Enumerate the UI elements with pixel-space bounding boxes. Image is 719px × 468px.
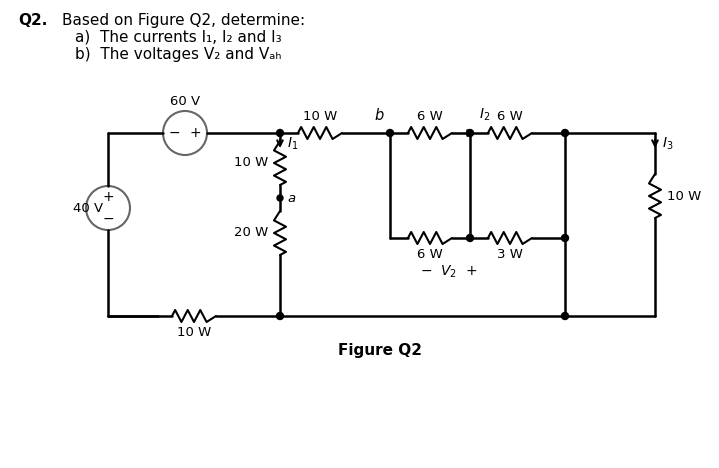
Text: 10 W: 10 W xyxy=(234,156,268,169)
Circle shape xyxy=(277,195,283,201)
Text: 6 W: 6 W xyxy=(417,110,443,123)
Text: Figure Q2: Figure Q2 xyxy=(338,343,422,358)
Text: 20 W: 20 W xyxy=(234,227,268,240)
Text: Based on Figure Q2, determine:: Based on Figure Q2, determine: xyxy=(62,13,305,28)
Circle shape xyxy=(467,234,474,241)
Text: 60 V: 60 V xyxy=(170,95,200,108)
Circle shape xyxy=(467,130,474,137)
Text: 6 W: 6 W xyxy=(417,248,443,261)
Text: 10 W: 10 W xyxy=(303,110,337,123)
Text: $I_3$: $I_3$ xyxy=(662,136,674,152)
Circle shape xyxy=(562,313,569,320)
Text: −: − xyxy=(168,126,180,140)
Text: $b$: $b$ xyxy=(375,107,385,123)
Circle shape xyxy=(277,313,283,320)
Text: +: + xyxy=(102,190,114,204)
Text: a)  The currents I₁, I₂ and I₃: a) The currents I₁, I₂ and I₃ xyxy=(75,30,282,45)
Text: Q2.: Q2. xyxy=(18,13,47,28)
Text: 6 W: 6 W xyxy=(497,110,523,123)
Circle shape xyxy=(562,130,569,137)
Circle shape xyxy=(277,130,283,137)
Text: +: + xyxy=(189,126,201,140)
Text: 10 W: 10 W xyxy=(177,326,211,339)
Text: −  $V_2$  +: − $V_2$ + xyxy=(420,264,477,280)
Text: −: − xyxy=(102,212,114,226)
Circle shape xyxy=(562,234,569,241)
Text: 40 V: 40 V xyxy=(73,202,103,214)
Text: 3 W: 3 W xyxy=(497,248,523,261)
Text: $I_1$: $I_1$ xyxy=(287,136,298,152)
Text: a: a xyxy=(287,191,295,205)
Text: 10 W: 10 W xyxy=(667,190,701,203)
Circle shape xyxy=(387,130,393,137)
Text: b)  The voltages V₂ and Vₐₕ: b) The voltages V₂ and Vₐₕ xyxy=(75,47,282,62)
Text: $I_2$: $I_2$ xyxy=(479,107,490,123)
